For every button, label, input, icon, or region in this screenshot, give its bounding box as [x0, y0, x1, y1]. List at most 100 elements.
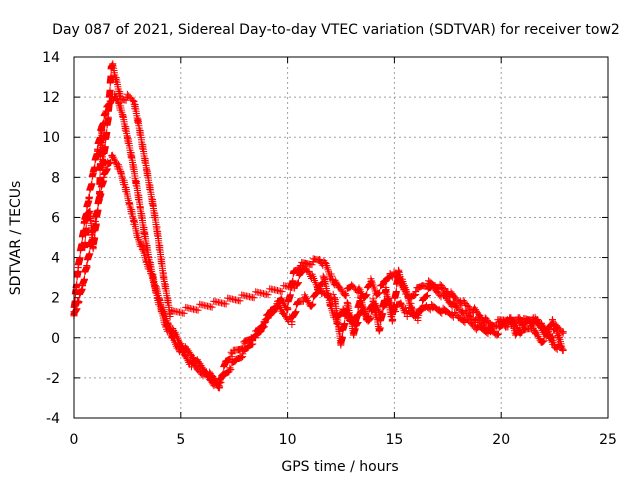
series-track — [70, 151, 565, 392]
data-point — [414, 314, 422, 322]
data-point — [160, 308, 168, 316]
data-point — [407, 304, 415, 312]
data-point — [542, 330, 550, 338]
series-track — [70, 90, 567, 390]
data-point — [138, 246, 146, 254]
data-point — [194, 366, 202, 374]
data-point — [307, 302, 315, 310]
data-point — [123, 133, 131, 141]
y-tick-label: 4 — [51, 251, 60, 267]
data-point — [170, 330, 178, 338]
series-plus-markers — [81, 60, 567, 354]
series-plus-markers — [70, 151, 565, 392]
data-point — [134, 234, 142, 241]
data-point — [132, 177, 140, 185]
data-point — [181, 352, 189, 360]
axis-ticks — [73, 56, 609, 419]
data-point — [284, 304, 292, 312]
data-point — [484, 324, 492, 332]
data-point — [117, 169, 125, 177]
x-tick-label: 20 — [492, 432, 510, 448]
data-point — [316, 256, 324, 264]
data-point — [226, 364, 234, 372]
data-point — [202, 368, 210, 376]
data-point — [247, 334, 255, 342]
data-point — [190, 354, 198, 362]
data-point — [412, 288, 420, 296]
data-point — [98, 125, 106, 133]
data-point — [403, 310, 411, 318]
data-point — [126, 199, 134, 207]
data-point — [446, 298, 454, 306]
data-point — [294, 298, 302, 306]
data-point — [422, 302, 430, 310]
data-point — [164, 320, 172, 328]
data-point — [320, 274, 328, 282]
data-point — [350, 330, 358, 338]
data-point — [299, 266, 307, 274]
data-point — [469, 306, 477, 314]
data-point — [108, 153, 116, 161]
data-point — [74, 298, 82, 306]
data-point — [504, 316, 512, 324]
y-tick-label: 2 — [51, 291, 60, 307]
data-point — [136, 203, 144, 211]
data-point — [452, 304, 460, 312]
data-point — [437, 284, 445, 292]
data-point — [322, 262, 330, 270]
data-point — [128, 153, 136, 161]
data-point — [97, 141, 105, 149]
data-point — [529, 314, 537, 322]
data-point — [115, 99, 123, 107]
data-point — [260, 318, 268, 326]
data-point — [454, 314, 462, 322]
data-point — [493, 330, 501, 338]
data-point — [89, 169, 97, 177]
x-axis-label: GPS time / hours — [281, 459, 398, 475]
data-series — [70, 60, 567, 392]
data-point — [514, 314, 522, 322]
data-point — [548, 316, 556, 324]
data-point — [279, 310, 287, 318]
data-point — [155, 296, 163, 304]
data-point — [104, 113, 112, 121]
data-point — [96, 189, 104, 197]
grid-lines — [74, 57, 608, 418]
data-point — [363, 316, 371, 324]
data-point — [89, 244, 97, 252]
data-point — [301, 294, 309, 302]
data-point — [130, 217, 138, 225]
data-point — [418, 282, 426, 290]
data-point — [234, 346, 242, 354]
data-point — [397, 300, 405, 308]
data-point — [166, 310, 174, 318]
data-point — [448, 310, 456, 318]
data-point — [117, 95, 125, 103]
y-tick-label: 0 — [51, 331, 60, 347]
data-point — [130, 97, 138, 105]
data-point — [465, 312, 473, 320]
data-point — [160, 274, 168, 282]
data-point — [149, 201, 157, 209]
data-point — [99, 163, 107, 171]
data-point — [273, 300, 281, 308]
data-point — [429, 304, 437, 312]
y-tick-label: 8 — [51, 170, 60, 186]
data-point — [79, 282, 87, 290]
data-point — [536, 322, 544, 330]
data-point — [241, 340, 249, 348]
data-point — [74, 264, 82, 272]
y-axis-label: SDTVAR / TECUs — [8, 181, 24, 296]
data-point — [119, 113, 127, 121]
data-point — [435, 306, 443, 314]
series-track — [81, 60, 567, 354]
tick-labels: 0 5 10 15 20 25 -4 -2 0 2 4 6 8 10 12 14 — [42, 50, 617, 448]
y-tick-label: 14 — [42, 50, 60, 66]
data-point — [440, 292, 448, 300]
data-point — [303, 260, 311, 268]
data-point — [523, 318, 531, 326]
data-point — [232, 356, 240, 364]
data-point — [305, 268, 313, 276]
data-point — [245, 342, 253, 350]
